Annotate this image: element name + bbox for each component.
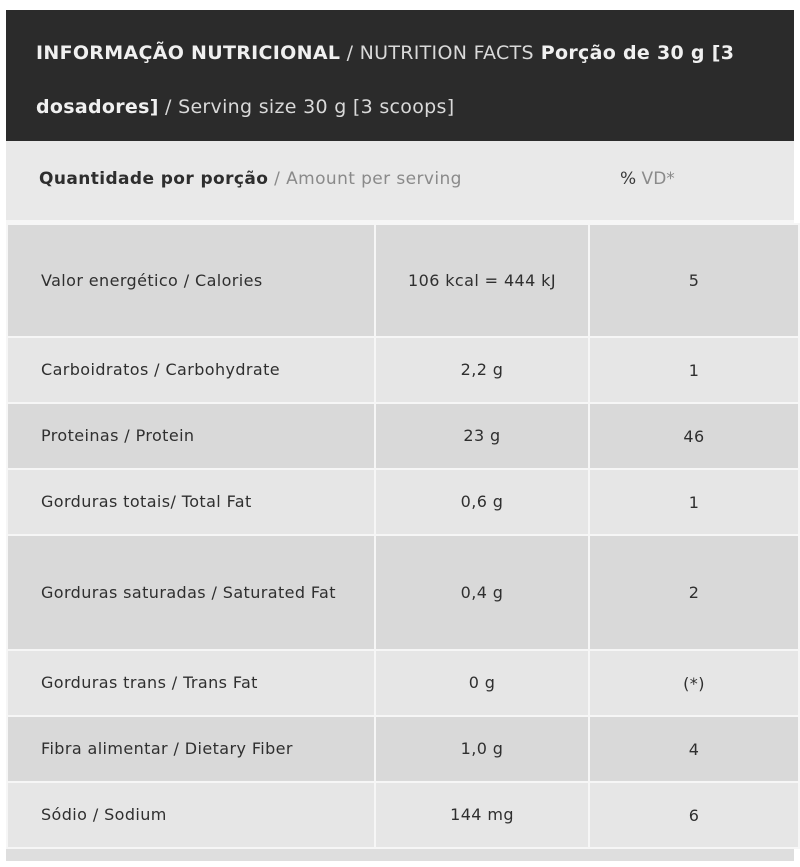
- nutrition-header: INFORMAÇÃO NUTRICIONAL / NUTRITION FACTS…: [6, 10, 794, 141]
- amount-label: Quantidade por porção / Amount per servi…: [39, 169, 462, 189]
- nutrient-amount: 106 kcal = 444 kJ: [374, 223, 590, 338]
- nutrient-amount: 0 g: [374, 649, 590, 717]
- table-row: Gorduras saturadas / Saturated Fat 0,4 g…: [6, 534, 800, 651]
- nutrient-daily-value: (*): [588, 649, 800, 717]
- nutrient-amount: 23 g: [374, 402, 590, 470]
- nutrient-amount: 0,4 g: [374, 534, 590, 651]
- nutrient-name: Gorduras totais/ Total Fat: [6, 468, 376, 536]
- nutrition-table: Valor energético / Calories 106 kcal = 4…: [6, 223, 800, 849]
- table-row: Gorduras trans / Trans Fat 0 g (*): [6, 649, 800, 717]
- nutrient-name: Carboidratos / Carbohydrate: [6, 336, 376, 404]
- nutrient-daily-value: 1: [588, 336, 800, 404]
- table-row: Valor energético / Calories 106 kcal = 4…: [6, 223, 800, 338]
- table-row: Gorduras totais/ Total Fat 0,6 g 1: [6, 468, 800, 536]
- table-row: Fibra alimentar / Dietary Fiber 1,0 g 4: [6, 715, 800, 783]
- amount-label-pt: Quantidade por porção: [39, 169, 269, 189]
- header-separator-2: /: [158, 96, 179, 118]
- table-row: Carboidratos / Carbohydrate 2,2 g 1: [6, 336, 800, 404]
- header-title-pt: INFORMAÇÃO NUTRICIONAL: [36, 42, 341, 64]
- daily-value-header: % VD*: [620, 169, 675, 189]
- header-serving-pt: Porção de 30 g [3 dosadores]: [36, 42, 735, 118]
- daily-value-label: VD*: [636, 169, 675, 189]
- nutrient-amount: 144 mg: [374, 781, 590, 849]
- header-serving-en: Serving size 30 g [3 scoops]: [178, 96, 455, 118]
- nutrition-facts-panel: INFORMAÇÃO NUTRICIONAL / NUTRITION FACTS…: [6, 10, 800, 861]
- header-separator: /: [340, 42, 360, 64]
- table-row: Proteinas / Protein 23 g 46: [6, 402, 800, 470]
- nutrient-name: Fibra alimentar / Dietary Fiber: [6, 715, 376, 783]
- nutrient-amount: 2,2 g: [374, 336, 590, 404]
- nutrient-daily-value: 6: [588, 781, 800, 849]
- amount-per-serving-row: Quantidade por porção / Amount per servi…: [6, 141, 794, 223]
- nutrient-name: Proteinas / Protein: [6, 402, 376, 470]
- nutrient-name: Gorduras saturadas / Saturated Fat: [6, 534, 376, 651]
- table-row: Sódio / Sodium 144 mg 6: [6, 781, 800, 849]
- amount-separator: /: [268, 169, 287, 189]
- nutrient-daily-value: 46: [588, 402, 800, 470]
- nutrient-daily-value: 4: [588, 715, 800, 783]
- nutrient-daily-value: 1: [588, 468, 800, 536]
- nutrient-daily-value: 5: [588, 223, 800, 338]
- nutrient-amount: 0,6 g: [374, 468, 590, 536]
- amount-label-en: Amount per serving: [286, 169, 462, 189]
- nutrient-name: Valor energético / Calories: [6, 223, 376, 338]
- header-title-en: NUTRITION FACTS: [359, 42, 534, 64]
- daily-value-symbol: %: [620, 169, 637, 189]
- nutrient-daily-value: 2: [588, 534, 800, 651]
- nutrient-name: Gorduras trans / Trans Fat: [6, 649, 376, 717]
- nutrient-name: Sódio / Sodium: [6, 781, 376, 849]
- nutrient-amount: 1,0 g: [374, 715, 590, 783]
